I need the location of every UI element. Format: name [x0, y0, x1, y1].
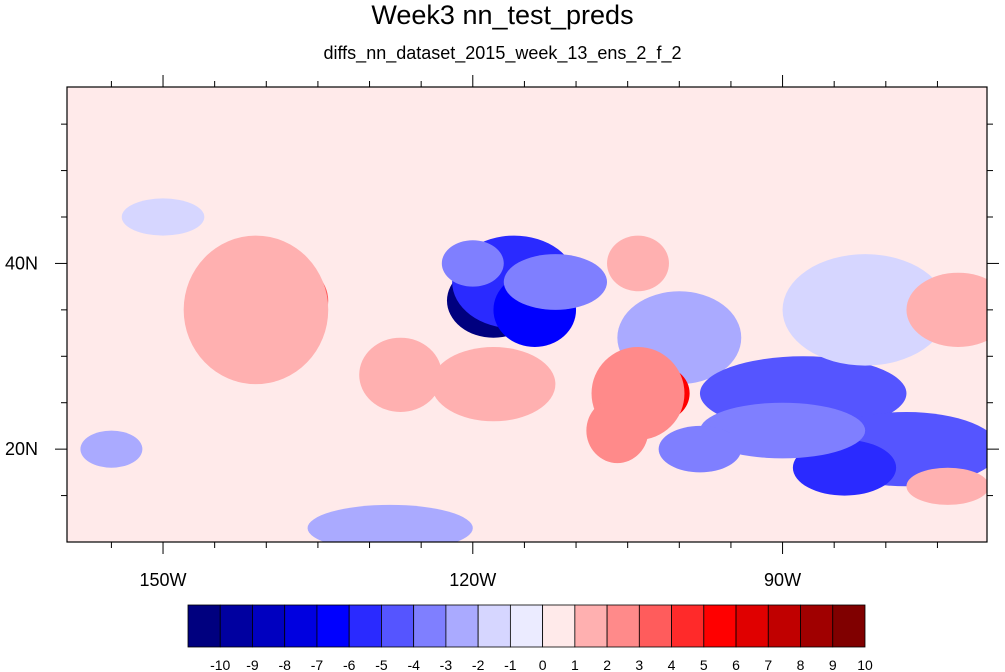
colorbar-label: 2 — [603, 657, 611, 672]
colorbar-swatch — [445, 604, 479, 648]
colorbar-swatch — [348, 604, 382, 648]
heatmap-cell — [431, 347, 556, 422]
colorbar-swatch — [252, 604, 286, 648]
heatmap-cell — [80, 430, 143, 468]
colorbar-label: -10 — [210, 657, 230, 672]
colorbar-swatch — [767, 604, 801, 648]
colorbar-label: -2 — [472, 657, 485, 672]
colorbar-label: 8 — [797, 657, 805, 672]
colorbar-swatch — [638, 604, 672, 648]
heatmap-cell — [658, 425, 742, 473]
colorbar-swatch — [316, 604, 350, 648]
colorbar-label: 3 — [635, 657, 643, 672]
colorbar-label: -8 — [278, 657, 291, 672]
colorbar-label: 5 — [700, 657, 708, 672]
plot-frame — [66, 86, 988, 543]
colorbar-swatch — [413, 604, 447, 648]
colorbar-label: -4 — [407, 657, 420, 672]
colorbar-swatch — [509, 604, 544, 648]
colorbar-swatch — [735, 604, 769, 648]
colorbar-label: -1 — [504, 657, 517, 672]
heatmap-cell — [121, 198, 205, 236]
colorbar-label: 1 — [571, 657, 579, 672]
colorbar-swatch — [832, 604, 866, 648]
colorbar-swatch — [477, 604, 511, 648]
y-tick-label: 40N — [5, 253, 38, 273]
chart-title: Week3 nn_test_preds — [371, 0, 634, 30]
colorbar: -10 -9 -8 -7 -6 -5 -4 -3 -2 -1 0 1 2 3 4 5 6 7 8 9 10 — [187, 604, 873, 672]
colorbar-swatch — [219, 604, 253, 648]
colorbar-swatch — [703, 604, 737, 648]
colorbar-swatch — [574, 604, 608, 648]
colorbar-label: 9 — [829, 657, 837, 672]
colorbar-label: -5 — [375, 657, 388, 672]
colorbar-swatch — [671, 604, 705, 648]
colorbar-swatch — [284, 604, 318, 648]
colorbar-label: -9 — [246, 657, 259, 672]
heatmap-cell — [503, 254, 608, 310]
colorbar-label: 4 — [668, 657, 676, 672]
heatmap-cell — [607, 235, 669, 292]
heatmap-cell — [699, 402, 866, 459]
heatmap-cell — [307, 504, 473, 542]
y-tick-label: 20N — [5, 439, 38, 459]
colorbar-label: 7 — [764, 657, 772, 672]
heatmap-cell — [586, 398, 649, 464]
colorbar-swatch — [606, 604, 640, 648]
heatmap-cell — [183, 235, 329, 385]
colorbar-label: 0 — [539, 657, 547, 672]
x-tick-label: 120W — [449, 570, 496, 590]
colorbar-swatch — [187, 604, 221, 648]
colorbar-swatch — [542, 604, 576, 648]
heatmap-cell — [317, 114, 380, 171]
colorbar-swatch — [381, 604, 415, 648]
colorbar-swatch — [800, 604, 834, 648]
heatmap-cell — [906, 467, 987, 505]
colorbar-label: -7 — [311, 657, 324, 672]
heatmap-cell — [906, 272, 987, 347]
heatmap-field — [67, 87, 987, 542]
chart-subtitle: diffs_nn_dataset_2015_week_13_ens_2_f_2 — [323, 43, 682, 63]
colorbar-label: -6 — [343, 657, 356, 672]
x-tick-label: 90W — [764, 570, 801, 590]
colorbar-label: 6 — [732, 657, 740, 672]
colorbar-label: -3 — [440, 657, 453, 672]
heatmap-cell — [359, 337, 442, 412]
colorbar-label: 10 — [857, 657, 873, 672]
heatmap-cell — [67, 309, 153, 403]
heatmap-cell — [782, 254, 948, 366]
axis-ticks: 150W 120W 90W 20N 40N — [5, 75, 999, 590]
heatmap-cell — [441, 240, 504, 287]
x-tick-label: 150W — [140, 570, 187, 590]
